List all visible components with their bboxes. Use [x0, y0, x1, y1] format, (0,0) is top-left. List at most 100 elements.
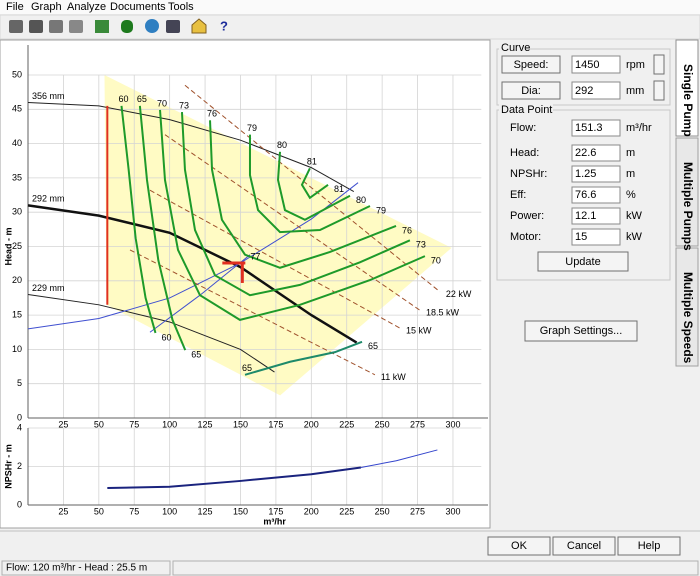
- y-tick-label: 10: [12, 344, 22, 354]
- group-title: Curve: [501, 42, 530, 54]
- y-tick-label: 40: [12, 138, 22, 148]
- tabs: Single Pump Multiple Pumps Multiple Spee…: [675, 39, 699, 367]
- tool-print-all[interactable]: [29, 20, 43, 33]
- head-curve: [27, 101, 355, 193]
- x-tick-label: 200: [304, 419, 319, 429]
- tool-pump[interactable]: [121, 20, 133, 33]
- tool-export[interactable]: [69, 20, 83, 33]
- field-input[interactable]: [571, 144, 621, 162]
- curve-label: 70: [431, 255, 441, 265]
- y-tick-label: 0: [17, 412, 22, 422]
- head-curve: [27, 294, 275, 373]
- field-label: Eff:: [510, 189, 526, 201]
- ok-button[interactable]: [487, 536, 551, 556]
- x-tick-label: 50: [94, 506, 104, 516]
- y-tick-label: 15: [12, 309, 22, 319]
- menu-item[interactable]: Documents: [110, 1, 166, 13]
- button-label[interactable]: Cancel: [567, 540, 601, 552]
- tool-save[interactable]: [166, 20, 180, 33]
- tab-label[interactable]: Single Pump: [681, 64, 695, 137]
- curve-label: 22 kW: [446, 289, 472, 299]
- x-tick-label: 275: [410, 419, 425, 429]
- unit: kW: [626, 231, 643, 243]
- button-label[interactable]: Update: [565, 256, 600, 268]
- efficiency-curve: [248, 134, 371, 234]
- tool-graph[interactable]: [95, 20, 109, 33]
- npsh-curve: [107, 466, 362, 490]
- tab[interactable]: [675, 137, 699, 247]
- side-panel: Curve Speed: 1450 rpm Dia: 292 mm Data P…: [496, 42, 671, 342]
- power-curve: [129, 249, 376, 376]
- x-tick-label: 200: [304, 506, 319, 516]
- curve-label: 76: [207, 109, 217, 119]
- curve-label: 60: [161, 332, 171, 342]
- help-button[interactable]: [617, 536, 681, 556]
- tool-web[interactable]: [145, 19, 159, 33]
- tool-home[interactable]: [191, 18, 207, 34]
- x-tick-label: 300: [445, 506, 460, 516]
- button-label[interactable]: Help: [638, 540, 661, 552]
- field-input[interactable]: [571, 207, 621, 225]
- x-axis-label: m³/hr: [263, 516, 286, 526]
- x-tick-label: 75: [129, 419, 139, 429]
- dia-button[interactable]: [501, 81, 561, 100]
- x-tick-label: 25: [58, 419, 68, 429]
- cancel-button[interactable]: [552, 536, 616, 556]
- x-tick-label: 300: [445, 419, 460, 429]
- y-tick-label: 20: [12, 275, 22, 285]
- button-label[interactable]: Graph Settings...: [540, 325, 623, 337]
- speed-button[interactable]: [501, 55, 561, 74]
- field-input[interactable]: [571, 119, 621, 137]
- button-label[interactable]: OK: [511, 540, 528, 552]
- efficiency-curve: [209, 120, 397, 269]
- status-text: Flow: 120 m³/hr - Head : 25.5 m: [6, 563, 147, 574]
- menu-item[interactable]: File: [6, 1, 24, 13]
- x-tick-label: 75: [129, 506, 139, 516]
- spinner[interactable]: [653, 54, 665, 75]
- head-curve: [27, 204, 358, 344]
- curve-label: 356 mm: [32, 91, 65, 101]
- curve-label: 70: [157, 98, 167, 108]
- graph-settings-button[interactable]: [524, 320, 638, 342]
- spinner[interactable]: [653, 80, 665, 101]
- field-value: 12.1: [575, 210, 596, 222]
- x-tick-label: 150: [233, 506, 248, 516]
- input-value: 1450: [575, 59, 599, 71]
- unit: m: [626, 168, 635, 180]
- button-label[interactable]: Speed:: [514, 59, 549, 71]
- x-tick-label: 100: [162, 506, 177, 516]
- menu-bar: [0, 0, 700, 14]
- tab[interactable]: [675, 39, 699, 137]
- y-tick-label: 50: [12, 69, 22, 79]
- tool-copy[interactable]: [49, 20, 63, 33]
- tab[interactable]: [675, 247, 699, 367]
- unit: mm: [626, 85, 644, 97]
- menu-item[interactable]: Graph: [31, 1, 62, 13]
- field-input[interactable]: [571, 186, 621, 204]
- unit: kW: [626, 210, 643, 222]
- field-value: 15: [575, 231, 587, 243]
- tool-print[interactable]: [9, 20, 23, 33]
- curve-label: 73: [416, 240, 426, 250]
- dia-input[interactable]: [571, 81, 621, 100]
- menu-item[interactable]: Tools: [168, 1, 194, 13]
- field-input[interactable]: [571, 228, 621, 246]
- field-label: Head:: [510, 147, 539, 159]
- power-curve: [164, 134, 421, 311]
- power-curve: [184, 84, 441, 293]
- tool-help[interactable]: ?: [220, 18, 228, 33]
- button-label[interactable]: Dia:: [521, 85, 541, 97]
- field-value: 76.6: [575, 189, 596, 201]
- speed-input[interactable]: [571, 55, 621, 74]
- field-value: 22.6: [575, 147, 596, 159]
- update-button[interactable]: [537, 251, 629, 272]
- efficiency-curve: [138, 105, 187, 351]
- tab-label[interactable]: Multiple Pumps: [681, 162, 695, 251]
- y-tick-label: 25: [12, 241, 22, 251]
- tab-label[interactable]: Multiple Speeds: [681, 272, 695, 364]
- menu-item[interactable]: Analyze: [67, 1, 106, 13]
- unit: %: [626, 189, 636, 201]
- field-input[interactable]: [571, 165, 621, 183]
- curve-label: 65: [191, 349, 201, 359]
